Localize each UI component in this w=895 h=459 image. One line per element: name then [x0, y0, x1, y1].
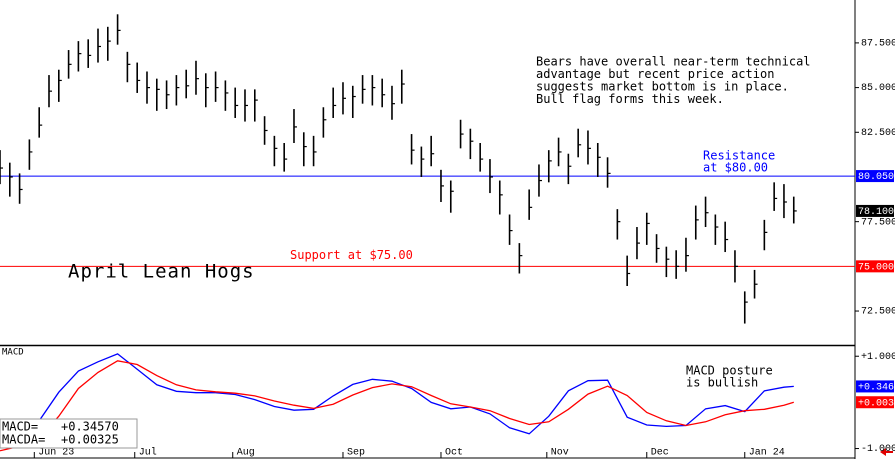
panel-title: MACD — [2, 348, 24, 358]
readout-value: +0.00325 — [61, 433, 119, 447]
value-box-label: 78.100 — [858, 207, 894, 218]
value-box — [856, 204, 894, 217]
annotation: Bull flag forms this week. — [536, 92, 724, 106]
annotation: suggests market bottom is in place. — [536, 80, 789, 94]
annotation: advantage but recent price action — [536, 67, 774, 81]
level-text: at $80.00 — [703, 161, 768, 175]
y-tick-label: +1.000 — [861, 352, 895, 363]
x-tick-label: Jun 23 — [38, 448, 74, 459]
x-tick-label: Dec — [651, 448, 669, 459]
value-box — [856, 380, 894, 393]
value-box — [856, 170, 894, 183]
readout-box — [0, 418, 138, 449]
readout-label: MACDA= — [2, 433, 45, 447]
x-tick-label: Sep — [347, 448, 365, 459]
x-tick-label: Aug — [237, 448, 255, 459]
level-text: Resistance — [703, 149, 775, 163]
value-box-label: 75.000 — [858, 262, 894, 273]
annotation: Bears have overall near-term technical — [536, 55, 811, 69]
readout-value: +0.34570 — [61, 420, 119, 434]
y-tick-label: 85.000 — [861, 83, 895, 94]
annotation: is bullish — [686, 376, 758, 390]
x-tick-label: Jul — [139, 447, 157, 459]
value-box-label: 80.050 — [858, 172, 894, 183]
y-tick-label: -1.000 — [861, 444, 895, 455]
level-text: Support at $75.00 — [290, 248, 413, 262]
y-tick-label: 82.500 — [861, 128, 895, 139]
value-box — [856, 396, 894, 409]
value-box-label: +0.346 — [858, 383, 894, 394]
value-box — [856, 260, 894, 273]
x-tick-label: Nov — [551, 448, 569, 459]
annotation: MACD posture — [686, 364, 773, 378]
chart-title: April Lean Hogs — [68, 261, 255, 283]
y-tick-label: 87.500 — [861, 39, 895, 50]
y-tick-label: 72.500 — [861, 307, 895, 318]
y-tick-label: 77.500 — [861, 217, 895, 228]
x-tick-label: Jan 24 — [749, 448, 785, 459]
readout-label: MACD= — [2, 420, 38, 434]
macd-line — [0, 360, 794, 452]
scroll-arrow[interactable] — [880, 448, 893, 456]
x-tick-label: Oct — [445, 448, 463, 459]
value-box-label: +0.003 — [858, 398, 894, 409]
